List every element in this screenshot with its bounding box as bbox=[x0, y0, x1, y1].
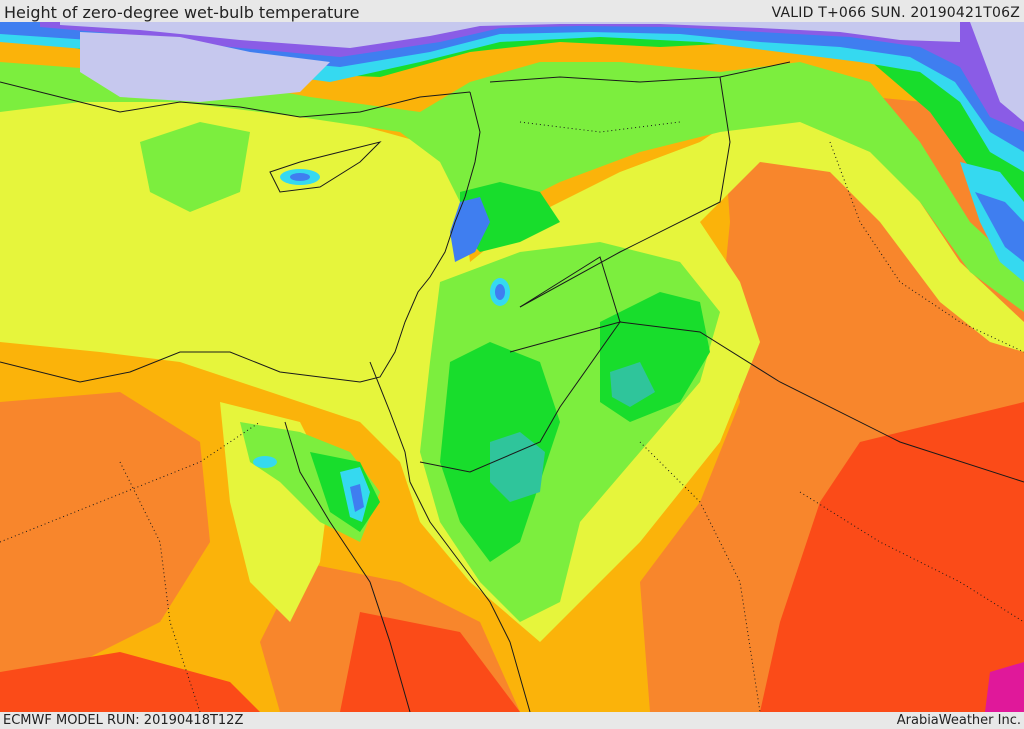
border-egypt-inner bbox=[119, 461, 201, 712]
field-red-egypt bbox=[0, 652, 260, 712]
border-turkey-inner bbox=[519, 121, 681, 133]
field-sea-low-2 bbox=[80, 32, 330, 102]
field-sea-low bbox=[60, 22, 960, 48]
coastline-turkey bbox=[0, 81, 471, 118]
border-saudi-iraq bbox=[639, 441, 761, 712]
credit: ArabiaWeather Inc. bbox=[896, 713, 1021, 728]
field-teal-jordan bbox=[490, 432, 545, 502]
field-magenta-corner bbox=[985, 662, 1024, 712]
field-teal-iraq bbox=[610, 362, 655, 407]
border-syria-iraq bbox=[519, 76, 731, 308]
coastline-aqaba bbox=[409, 481, 531, 712]
coastline-levant bbox=[0, 91, 481, 383]
field-blue-sinai bbox=[350, 484, 364, 512]
field-lightgreen-egypt bbox=[140, 122, 250, 212]
field-sea-low-east bbox=[970, 22, 1024, 122]
field-blue-golan bbox=[495, 284, 505, 300]
field-blue-cyprus bbox=[290, 173, 310, 181]
border-sinai bbox=[369, 361, 411, 483]
header-bar: Height of zero-degree wet-bulb temperatu… bbox=[0, 0, 1024, 22]
borders bbox=[0, 61, 1024, 712]
coastline-cyprus bbox=[269, 141, 382, 193]
field-green-coast bbox=[460, 182, 560, 252]
border-jordan bbox=[519, 256, 1024, 483]
border-jordan-saudi bbox=[419, 321, 622, 473]
field-cyan-egypt bbox=[253, 456, 277, 468]
map-canvas bbox=[0, 22, 1024, 712]
weather-map[interactable] bbox=[0, 22, 1024, 712]
field-red-south bbox=[340, 612, 520, 712]
field-yellowgreen-west bbox=[0, 132, 130, 282]
field-purple-north bbox=[40, 22, 1024, 132]
border-turkey bbox=[489, 61, 791, 83]
field-blue-east bbox=[975, 192, 1024, 262]
map-title: Height of zero-degree wet-bulb temperatu… bbox=[4, 3, 360, 22]
footer-bar: ECMWF MODEL RUN: 20190418T12Z ArabiaWeat… bbox=[0, 712, 1024, 729]
field-red-arabia bbox=[760, 402, 1024, 712]
field-blue-lebanon bbox=[450, 197, 490, 262]
dotted-borders bbox=[0, 121, 1024, 712]
border-iraq-inner bbox=[829, 141, 1024, 353]
coastline-red-sea bbox=[284, 421, 411, 712]
valid-time: VALID T+066 SUN. 20190421T06Z bbox=[771, 5, 1020, 21]
model-run: ECMWF MODEL RUN: 20190418T12Z bbox=[3, 713, 244, 728]
field-orange-egypt bbox=[0, 392, 210, 672]
